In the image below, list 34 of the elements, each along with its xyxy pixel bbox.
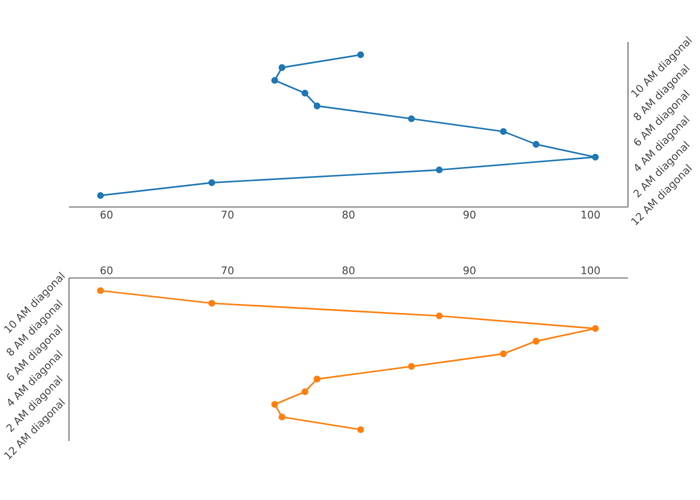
point [278,414,286,420]
point [97,192,104,199]
point [532,338,540,345]
point [500,128,507,135]
point [208,300,216,307]
point [271,400,278,408]
point [408,115,415,122]
point [532,140,540,148]
x-tick-label: 100 [582,266,600,274]
point [436,166,443,174]
point [302,388,308,396]
x-tick-label: 60 [100,210,112,219]
x-tick-label: 100 [582,210,600,219]
point [592,325,599,332]
point [408,363,415,370]
point [97,287,104,294]
point [357,426,364,434]
point [314,102,320,110]
point [314,376,320,382]
x-tick-label: 80 [342,210,354,219]
point [357,51,364,58]
x-tick-label: 90 [464,266,476,274]
point [500,350,507,358]
x-tick-label: 60 [100,266,112,274]
point [436,312,443,320]
point [592,154,599,160]
x-tick-label: 70 [222,210,234,219]
x-tick-label: 80 [342,266,354,274]
point [208,179,216,186]
point [278,64,286,71]
x-tick-label: 70 [222,266,234,274]
point [271,76,278,84]
point [302,90,308,97]
x-tick-label: 90 [464,210,476,219]
